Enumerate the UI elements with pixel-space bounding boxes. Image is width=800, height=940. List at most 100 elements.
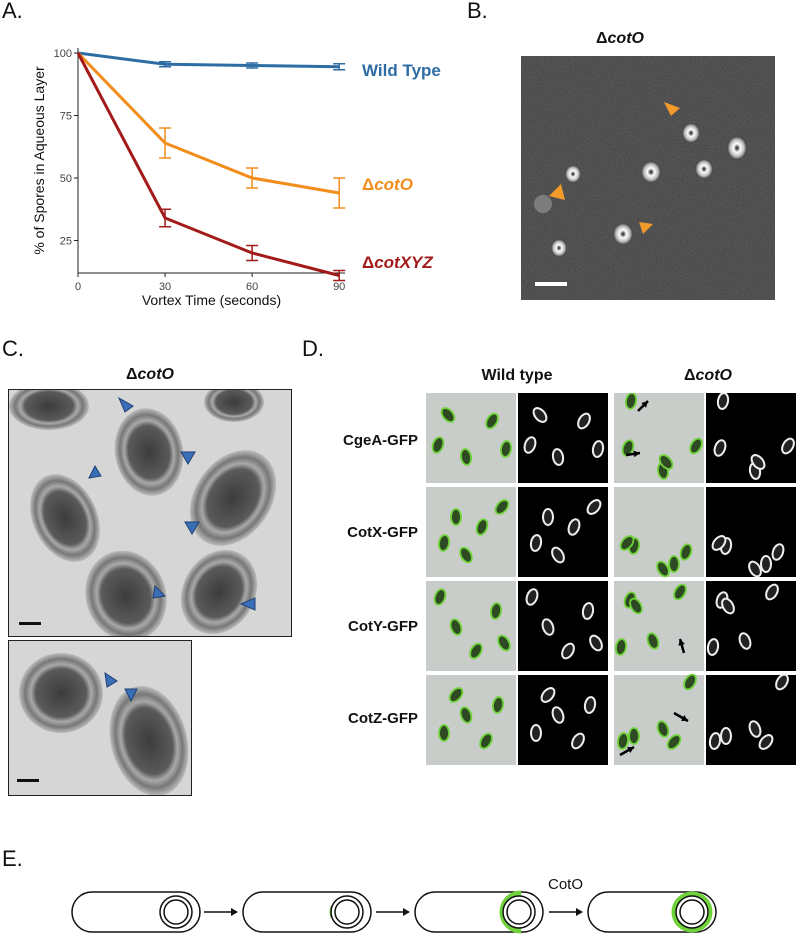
forespore-inner — [679, 899, 705, 925]
spore — [551, 546, 565, 564]
spore — [499, 440, 513, 458]
merged-image — [426, 675, 516, 765]
spore — [658, 454, 674, 470]
blue-arrow-icon — [124, 688, 138, 703]
spore — [497, 634, 511, 652]
tem-image-top — [8, 389, 292, 637]
series-label: ΔcotO — [362, 175, 413, 194]
spore — [437, 534, 451, 552]
cell-stage — [587, 891, 717, 933]
spore — [551, 706, 565, 724]
forespore-inner — [334, 899, 360, 925]
spore — [459, 448, 473, 466]
y-tick-label: 50 — [60, 173, 72, 185]
column-title-mutant: ΔcotO — [618, 367, 798, 385]
blue-arrow-icon — [239, 597, 256, 611]
x-tick-label: 60 — [246, 281, 258, 293]
black-arrowhead-icon — [678, 639, 685, 646]
spore — [494, 499, 510, 515]
spore — [689, 437, 703, 455]
assembly-diagram — [71, 890, 717, 934]
spore — [616, 732, 630, 750]
tem-bottom-drawing — [9, 641, 191, 795]
x-tick-label: 90 — [333, 281, 345, 293]
row-label-cgea-gfp: CgeA-GFP — [343, 432, 418, 449]
gfp-channel-image — [706, 487, 796, 578]
spore — [621, 439, 635, 457]
spore — [541, 618, 555, 636]
spore — [666, 734, 682, 750]
spore — [551, 448, 565, 466]
merged-image — [614, 581, 704, 671]
gene-name: cotO — [607, 30, 644, 47]
x-tick-label: 0 — [75, 281, 81, 293]
blue-arrow-icon — [180, 451, 196, 465]
spore — [450, 508, 462, 526]
gfp-channel-image — [518, 675, 608, 765]
right-arrowhead-icon — [403, 908, 410, 916]
gfp-channel-image — [518, 393, 608, 483]
spore — [758, 734, 774, 750]
spore — [440, 407, 456, 423]
spore — [711, 535, 727, 551]
spore — [673, 583, 687, 601]
spore — [679, 543, 693, 561]
y-axis-label: % of Spores in Aqueous Layer — [31, 66, 47, 255]
spore — [581, 602, 595, 620]
spore — [542, 508, 554, 526]
spore — [485, 412, 499, 430]
right-arrowhead-icon — [231, 908, 238, 916]
blue-arrow-icon — [104, 671, 118, 688]
delta-symbol: Δ — [596, 30, 608, 47]
y-tick-label: 100 — [54, 48, 72, 60]
spore — [459, 706, 473, 724]
spore — [656, 560, 670, 578]
spore — [721, 597, 735, 615]
spore — [459, 546, 473, 564]
spore — [713, 439, 727, 457]
gfp-channel-image — [706, 393, 796, 483]
forespore-inner — [163, 899, 189, 925]
spore — [577, 412, 591, 430]
series-line — [77, 51, 340, 69]
spore — [469, 642, 483, 660]
forespore-inner — [506, 899, 532, 925]
blue-arrow-icon — [184, 521, 200, 535]
micrograph-b-drawing — [521, 56, 775, 300]
spore — [748, 560, 762, 578]
row-label-cotx-gfp: CotX-GFP — [347, 524, 418, 541]
series-line — [76, 52, 340, 277]
cotO-label: CotO — [548, 876, 584, 893]
spore — [646, 632, 660, 650]
merged-image — [426, 581, 516, 671]
spore — [475, 518, 489, 536]
spore-micrograph-b — [521, 56, 775, 300]
cell-stage — [414, 890, 544, 934]
spore — [614, 638, 628, 656]
spore — [781, 437, 795, 455]
spore — [591, 440, 605, 458]
panel-label-d: D. — [302, 336, 324, 361]
x-tick-label: 30 — [159, 281, 171, 293]
spore — [433, 588, 447, 606]
blue-arrow-icon — [152, 584, 167, 599]
spore — [561, 642, 575, 660]
spore — [708, 732, 722, 750]
cell-stage — [71, 891, 201, 933]
black-arrowhead-icon — [641, 401, 648, 408]
merged-image — [614, 487, 704, 578]
spore — [720, 727, 732, 745]
spore — [619, 535, 635, 551]
panel-b-title: ΔcotO — [520, 30, 720, 48]
spore — [775, 673, 789, 691]
tem-top-drawing — [9, 390, 291, 636]
spore — [530, 724, 542, 742]
spore — [479, 732, 493, 750]
series-line — [76, 51, 340, 195]
orange-arrow-icon — [664, 102, 680, 116]
row-label-cotz-gfp: CotZ-GFP — [348, 710, 418, 727]
black-arrowhead-icon — [627, 747, 634, 753]
spore — [567, 518, 581, 536]
black-arrowhead-icon — [681, 715, 688, 721]
spore — [765, 583, 779, 601]
